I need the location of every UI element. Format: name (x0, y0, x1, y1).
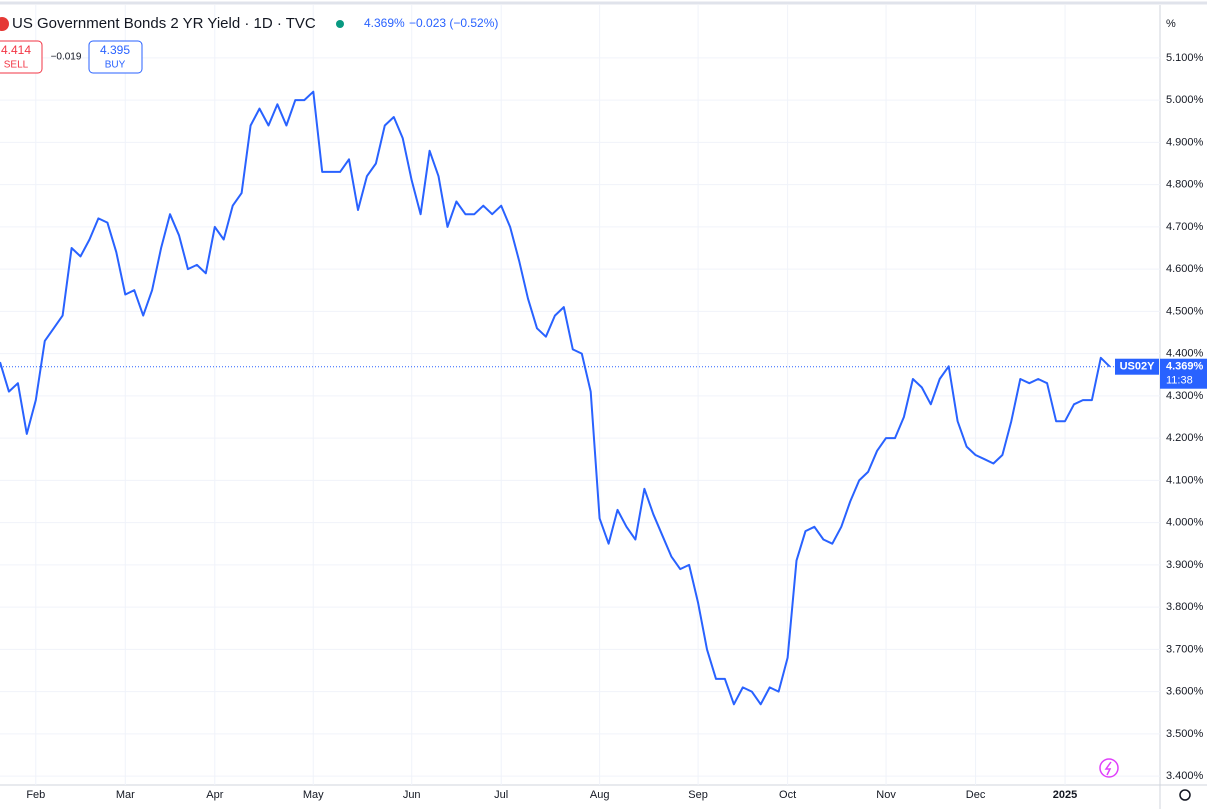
y-tick-label: 4.800% (1166, 179, 1204, 191)
price-tag-countdown: 11:38 (1166, 375, 1193, 387)
symbol-title[interactable]: US Government Bonds 2 YR Yield · 1D · TV… (12, 15, 316, 32)
y-tick-label: 3.800% (1166, 601, 1204, 613)
price-line (0, 90, 1111, 706)
x-tick-label: Oct (779, 789, 796, 801)
y-tick-label: 4.100% (1166, 474, 1204, 486)
y-tick-label: 4.200% (1166, 432, 1204, 444)
y-tick-label: 3.900% (1166, 559, 1204, 571)
y-tick-label: 4.600% (1166, 263, 1204, 275)
sell-button[interactable] (0, 40, 43, 74)
flag-icon (0, 17, 9, 31)
x-tick-label: Dec (966, 789, 986, 801)
y-tick-label: 3.600% (1166, 686, 1204, 698)
price-tag-value: 4.369% (1166, 361, 1204, 373)
y-tick-label: 5.100% (1166, 52, 1204, 64)
y-tick-label: 4.000% (1166, 517, 1204, 529)
x-tick-label: Jun (403, 789, 421, 801)
y-tick-label: 4.500% (1166, 305, 1204, 317)
symbol-tag (1115, 358, 1159, 375)
x-tick-label: May (303, 789, 324, 801)
y-tick-label: 4.400% (1166, 348, 1204, 360)
market-status[interactable] (336, 20, 344, 28)
x-tick-label: Feb (26, 789, 45, 801)
y-tick-label: 3.400% (1166, 770, 1204, 782)
y-tick-label: 4.300% (1166, 390, 1204, 402)
y-tick-label: 5.000% (1166, 94, 1204, 106)
x-tick-label: Mar (116, 789, 135, 801)
x-tick-label: Sep (688, 789, 708, 801)
unit-label: % (1166, 18, 1176, 30)
symbol-tag-text: US02Y (1120, 361, 1156, 373)
x-tick-label: Apr (206, 789, 223, 801)
buy-label: BUY (105, 60, 126, 71)
last-price: 4.369% (364, 16, 405, 30)
x-tick-label: 2025 (1053, 789, 1077, 801)
spread: −0.019 (51, 52, 82, 63)
plot: US02Y 4.369% 11:38 (0, 90, 1207, 706)
y-tick-label: 4.700% (1166, 221, 1204, 233)
y-tick-label: 3.700% (1166, 643, 1204, 655)
lightning-icon[interactable] (1099, 758, 1119, 778)
y-tick-label: 3.500% (1166, 728, 1204, 740)
settings-icon[interactable] (1179, 789, 1191, 801)
lightning-bolt (1104, 761, 1112, 776)
x-tick-label: Aug (590, 789, 610, 801)
buy-button[interactable] (88, 40, 143, 74)
price-tag (1160, 358, 1207, 389)
buy-price: 4.395 (100, 43, 130, 57)
sell-label: SELL (4, 60, 29, 71)
sell-price: 4.414 (1, 43, 31, 57)
x-tick-label: Nov (876, 789, 896, 801)
grid (0, 5, 1160, 785)
x-tick-label: Jul (494, 789, 508, 801)
price-change: −0.023 (−0.52%) (409, 16, 498, 30)
y-tick-label: 4.900% (1166, 136, 1204, 148)
